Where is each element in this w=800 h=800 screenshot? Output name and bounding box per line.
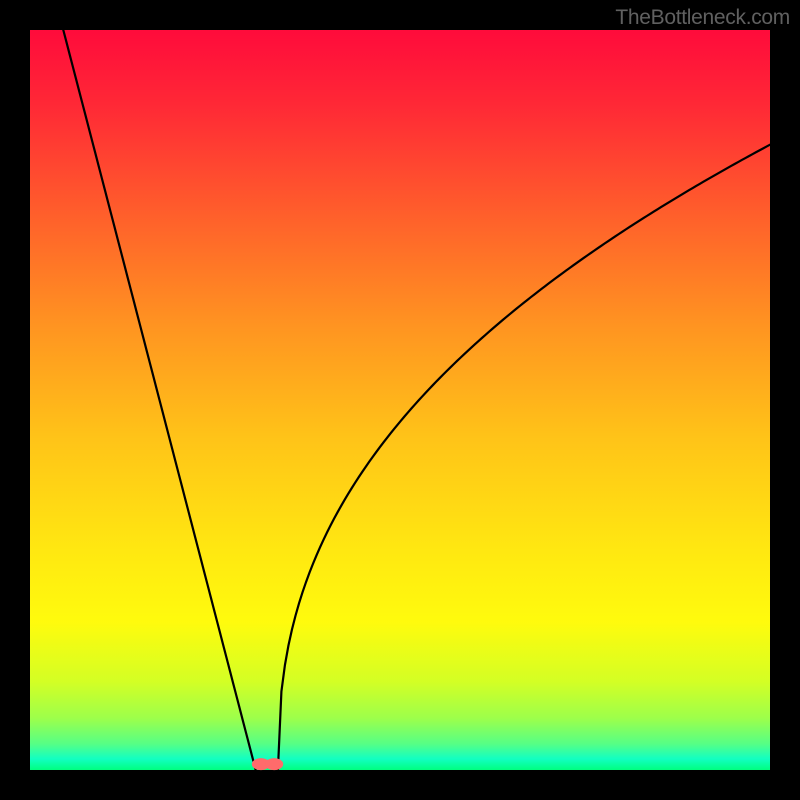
curve-svg (30, 30, 770, 770)
plot-area (30, 30, 770, 770)
curve-left-branch (63, 30, 255, 770)
dip-marker-1 (265, 758, 283, 770)
watermark-text: TheBottleneck.com (615, 6, 790, 30)
chart-container: TheBottleneck.com (0, 0, 800, 800)
curve-right-branch (278, 145, 770, 770)
